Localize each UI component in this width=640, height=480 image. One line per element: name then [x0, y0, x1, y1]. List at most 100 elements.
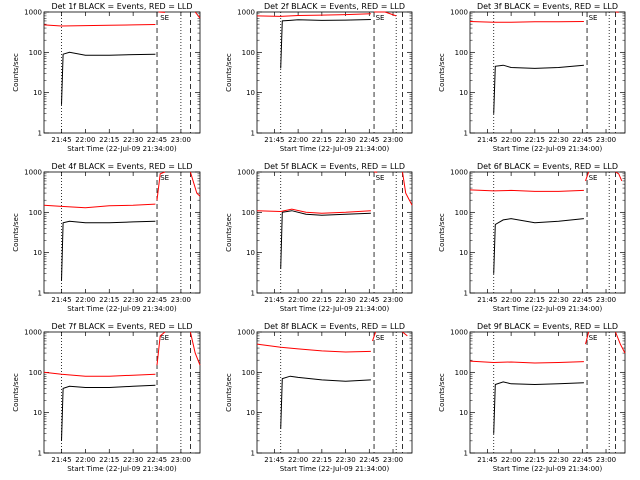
lld-series-line — [156, 331, 166, 366]
chart-title: Det 4f BLACK = Events, RED = LLD — [51, 162, 192, 171]
y-tick-label: 1000 — [450, 9, 468, 17]
x-tick-label: 21:45 — [264, 136, 284, 144]
y-tick-label: 1000 — [450, 329, 468, 337]
x-tick-label: 22:15 — [525, 456, 545, 464]
y-axis-label: Counts/sec — [12, 373, 20, 412]
x-tick-label: 22:30 — [548, 456, 568, 464]
chart-title: Det 8f BLACK = Events, RED = LLD — [264, 322, 405, 331]
y-tick-label: 1 — [38, 450, 42, 458]
plot-frame — [43, 331, 201, 454]
plot-frame — [469, 171, 626, 294]
events-series-line — [280, 19, 371, 69]
marker-label: SE — [589, 14, 598, 22]
y-tick-label: 1000 — [24, 169, 42, 177]
lld-series-line — [585, 171, 590, 182]
y-tick-label: 10 — [246, 89, 255, 97]
x-tick-label: 22:00 — [501, 296, 521, 304]
lld-series-line — [256, 343, 371, 353]
lld-series-line — [372, 331, 377, 342]
x-tick-label: 22:00 — [75, 136, 95, 144]
events-series-line — [280, 375, 371, 429]
x-tick-label: 22:00 — [501, 136, 521, 144]
x-tick-label: 22:30 — [123, 296, 143, 304]
x-tick-label: 22:30 — [335, 456, 355, 464]
plot-frame — [43, 11, 201, 134]
x-tick-label: 23:00 — [383, 296, 403, 304]
y-axis-label: Counts/sec — [12, 213, 20, 252]
x-tick-label: 21:45 — [264, 296, 284, 304]
chart-title: Det 9f BLACK = Events, RED = LLD — [477, 322, 618, 331]
plot-frame — [256, 11, 413, 134]
x-tick-label: 23:00 — [171, 136, 191, 144]
lld-series-line — [585, 331, 590, 345]
y-tick-label: 1000 — [24, 9, 42, 17]
x-tick-label: 23:00 — [171, 456, 191, 464]
y-tick-label: 1 — [464, 290, 468, 298]
x-axis-label: Start Time (22-Jul-09 21:34:00) — [67, 305, 177, 313]
lld-series-line — [402, 171, 413, 206]
lld-series-line — [615, 331, 626, 354]
y-tick-label: 1 — [38, 290, 42, 298]
x-tick-label: 22:00 — [75, 296, 95, 304]
y-tick-label: 100 — [455, 369, 468, 377]
marker-label: SE — [160, 174, 169, 182]
x-tick-label: 22:30 — [123, 136, 143, 144]
y-axis-label: Counts/sec — [225, 53, 233, 92]
y-axis-label: Counts/sec — [438, 213, 446, 252]
events-series-line — [493, 64, 584, 114]
x-tick-label: 22:30 — [548, 296, 568, 304]
lld-series-line — [256, 208, 371, 214]
chart-panel-2: Det 2f BLACK = Events, RED = LLD 21:45 22:… — [225, 2, 413, 153]
y-tick-label: 100 — [455, 209, 468, 217]
x-axis-label: Start Time (22-Jul-09 21:34:00) — [280, 145, 390, 153]
x-tick-label: 22:15 — [99, 456, 119, 464]
y-tick-label: 10 — [33, 89, 42, 97]
x-tick-label: 22:15 — [312, 456, 332, 464]
x-tick-label: 22:15 — [312, 136, 332, 144]
marker-label: SE — [160, 14, 169, 22]
x-tick-label: 22:45 — [359, 456, 379, 464]
x-tick-label: 22:30 — [335, 296, 355, 304]
y-tick-label: 10 — [246, 409, 255, 417]
chart-title: Det 1f BLACK = Events, RED = LLD — [51, 2, 192, 11]
chart-panel-4: Det 4f BLACK = Events, RED = LLD 21:45 22:… — [12, 162, 201, 313]
y-tick-label: 10 — [33, 409, 42, 417]
y-tick-label: 1000 — [237, 169, 255, 177]
chart-panel-1: Det 1f BLACK = Events, RED = LLD 21:45 22:… — [12, 2, 201, 153]
x-tick-label: 23:00 — [383, 136, 403, 144]
x-tick-label: 22:45 — [572, 296, 592, 304]
x-tick-label: 22:00 — [75, 456, 95, 464]
y-tick-label: 1000 — [24, 329, 42, 337]
x-axis-label: Start Time (22-Jul-09 21:34:00) — [493, 145, 603, 153]
y-tick-label: 10 — [459, 89, 468, 97]
marker-label: SE — [376, 14, 385, 22]
chart-panel-6: Det 6f BLACK = Events, RED = LLD 21:45 22:… — [438, 162, 626, 313]
y-tick-label: 1000 — [450, 169, 468, 177]
x-tick-label: 22:45 — [572, 456, 592, 464]
y-tick-label: 10 — [33, 249, 42, 257]
x-axis-label: Start Time (22-Jul-09 21:34:00) — [280, 465, 390, 473]
x-tick-label: 22:00 — [288, 136, 308, 144]
events-series-line — [493, 381, 584, 434]
x-tick-label: 22:45 — [572, 136, 592, 144]
y-tick-label: 1000 — [237, 329, 255, 337]
lld-series-line — [43, 203, 156, 209]
x-tick-label: 23:00 — [596, 136, 616, 144]
x-tick-label: 23:00 — [171, 296, 191, 304]
x-axis-label: Start Time (22-Jul-09 21:34:00) — [493, 465, 603, 473]
y-tick-label: 1 — [251, 290, 255, 298]
plot-frame — [256, 331, 413, 454]
events-series-line — [493, 218, 584, 274]
y-tick-label: 10 — [459, 409, 468, 417]
events-series-line — [61, 220, 156, 281]
chart-title: Det 7f BLACK = Events, RED = LLD — [51, 322, 192, 331]
lld-series-line — [189, 171, 201, 197]
lld-series-line — [43, 371, 156, 377]
chart-title: Det 2f BLACK = Events, RED = LLD — [264, 2, 405, 11]
x-tick-label: 23:00 — [383, 456, 403, 464]
y-tick-label: 10 — [246, 249, 255, 257]
x-axis-label: Start Time (22-Jul-09 21:34:00) — [280, 305, 390, 313]
y-tick-label: 100 — [242, 369, 255, 377]
x-tick-label: 22:15 — [525, 136, 545, 144]
